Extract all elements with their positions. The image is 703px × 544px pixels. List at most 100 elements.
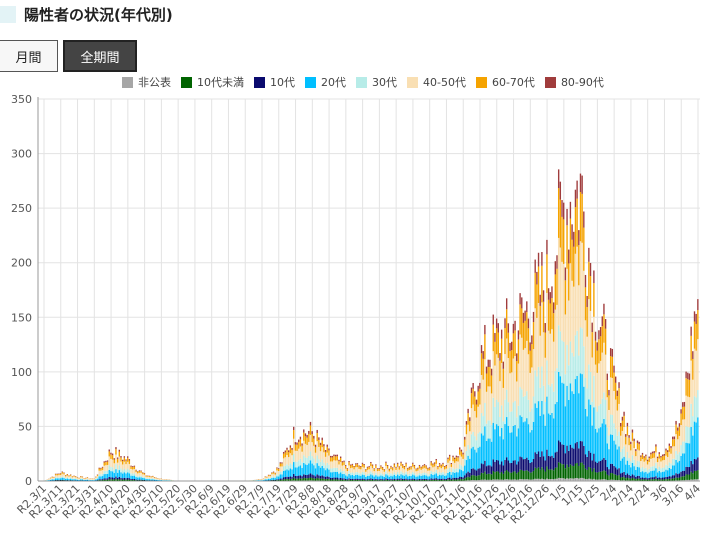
bar-segment xyxy=(368,479,370,481)
bar-segment xyxy=(423,475,426,479)
monthly-button[interactable]: 月間 xyxy=(0,40,58,72)
bar-segment xyxy=(544,425,546,461)
bar-segment xyxy=(578,285,580,356)
bar-segment xyxy=(299,458,302,466)
legend-item-2[interactable]: 10代 xyxy=(254,74,295,90)
legend-item-6[interactable]: 60-70代 xyxy=(475,74,535,90)
bar-segment xyxy=(402,464,404,466)
bar-segment xyxy=(556,304,558,369)
bar-segment xyxy=(407,480,409,481)
bar-segment xyxy=(534,403,536,453)
bar-segment xyxy=(678,477,681,481)
bar-segment xyxy=(108,479,110,481)
bar-segment xyxy=(105,479,107,481)
bar-segment xyxy=(497,425,499,461)
bar-segment xyxy=(568,263,570,301)
bar-segment xyxy=(552,418,555,458)
bar-segment xyxy=(626,473,629,478)
bar-segment xyxy=(648,458,650,462)
bar-segment xyxy=(143,479,146,481)
bar-segment xyxy=(455,455,458,458)
bar-segment xyxy=(110,452,112,455)
bar-segment xyxy=(625,444,627,458)
bar-segment xyxy=(477,468,479,476)
bar-segment xyxy=(480,413,483,434)
bar-segment xyxy=(516,436,518,465)
bar-segment xyxy=(438,467,441,473)
bar-segment xyxy=(355,474,357,479)
bar-segment xyxy=(648,479,650,481)
bar-segment xyxy=(569,263,572,342)
bar-segment xyxy=(59,479,62,481)
bar-segment xyxy=(68,476,70,479)
bar-segment xyxy=(371,472,374,476)
bar-segment xyxy=(355,464,357,468)
bar-segment xyxy=(373,479,375,481)
bar-segment xyxy=(415,468,417,470)
bar-segment xyxy=(432,467,434,473)
bar-segment xyxy=(574,379,577,444)
bar-segment xyxy=(338,464,340,471)
legend-item-1[interactable]: 10代未満 xyxy=(181,74,244,90)
bar-segment xyxy=(113,478,115,480)
bar-segment xyxy=(455,472,458,478)
bar-segment xyxy=(589,452,592,468)
legend-item-0[interactable]: 非公表 xyxy=(122,74,171,90)
bar-segment xyxy=(641,452,644,455)
bar-segment xyxy=(398,475,401,480)
bar-segment xyxy=(361,479,364,481)
bar-segment xyxy=(116,472,119,478)
bar-segment xyxy=(636,440,639,443)
bar-segment xyxy=(127,468,129,473)
bar-segment xyxy=(465,477,468,481)
bar-segment xyxy=(318,475,320,479)
bar-segment xyxy=(656,468,659,473)
bar-segment xyxy=(673,458,676,466)
bar-segment xyxy=(472,480,474,481)
bar-segment xyxy=(640,468,642,473)
bar-segment xyxy=(502,473,505,480)
bar-segment xyxy=(400,462,402,466)
bar-segment xyxy=(519,304,521,335)
legend-item-4[interactable]: 30代 xyxy=(356,74,397,90)
bar-segment xyxy=(604,400,607,425)
bar-segment xyxy=(316,480,318,481)
bar-segment xyxy=(350,478,352,481)
bar-segment xyxy=(604,424,607,460)
bar-segment xyxy=(578,393,580,449)
bar-segment xyxy=(673,465,676,476)
bar-segment xyxy=(563,341,565,384)
bar-segment xyxy=(544,332,546,358)
bar-segment xyxy=(630,450,632,462)
bar-segment xyxy=(64,475,67,477)
bar-segment xyxy=(620,460,622,474)
bar-segment xyxy=(427,468,429,471)
bar-segment xyxy=(281,478,283,480)
bar-segment xyxy=(502,439,505,466)
bar-segment xyxy=(395,476,397,480)
bar-segment xyxy=(279,466,281,472)
bar-segment xyxy=(578,465,580,479)
bar-segment xyxy=(658,458,660,467)
bar-segment xyxy=(282,479,285,481)
bar-segment xyxy=(85,478,87,479)
bar-segment xyxy=(403,469,406,474)
legend-item-7[interactable]: 80-90代 xyxy=(544,74,604,90)
bar-segment xyxy=(311,431,313,435)
bar-segment xyxy=(470,434,473,449)
bar-segment xyxy=(348,474,350,479)
bar-segment xyxy=(625,457,627,465)
legend-item-3[interactable]: 20代 xyxy=(305,74,346,90)
bar-segment xyxy=(417,467,419,469)
bar-segment xyxy=(334,471,337,478)
all-period-button[interactable]: 全期間 xyxy=(63,40,137,72)
bar-segment xyxy=(339,461,342,469)
bar-segment xyxy=(489,386,491,421)
bar-segment xyxy=(363,479,365,481)
bar-segment xyxy=(474,436,476,450)
bar-segment xyxy=(500,428,503,462)
bar-segment xyxy=(556,467,558,479)
legend-item-5[interactable]: 40-50代 xyxy=(407,74,466,90)
bar-segment xyxy=(294,467,297,476)
bar-segment xyxy=(593,478,595,481)
